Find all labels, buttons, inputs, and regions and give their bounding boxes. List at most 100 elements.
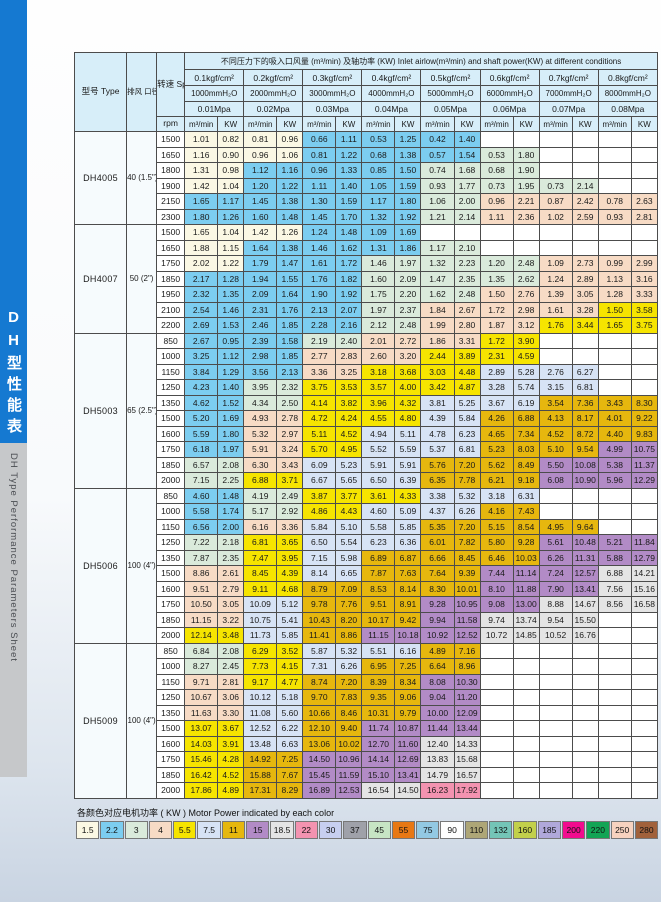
shaft-power-cell: 3.53 [335, 379, 363, 396]
shaft-power-cell: 1.06 [276, 146, 304, 163]
empty-cell [512, 673, 540, 690]
airflow-cell: 11.73 [243, 627, 278, 644]
empty-cell [630, 131, 659, 148]
airflow-cell: 16.54 [361, 782, 396, 799]
airflow-cell: 1.65 [597, 317, 632, 334]
shaft-power-cell: 2.81 [217, 673, 245, 690]
shaft-power-cell: 1.29 [217, 363, 245, 380]
airflow-cell: 1.65 [184, 193, 219, 210]
airflow-cell: 13.07 [184, 720, 219, 737]
empty-cell [512, 782, 540, 799]
shaft-power-cell: 0.96 [276, 131, 304, 148]
shaft-power-cell: 2.48 [512, 255, 540, 272]
rpm-cell: 2200 [156, 317, 186, 334]
airflow-cell: 0.78 [597, 193, 632, 210]
shaft-power-cell: 1.52 [217, 394, 245, 411]
airflow-cell: 0.96 [479, 193, 514, 210]
airflow-cell: 14.50 [302, 751, 337, 768]
shaft-power-cell: 2.14 [453, 208, 481, 225]
shaft-power-cell: 5.74 [512, 379, 540, 396]
pressure-kgf-header-2: 0.3kgf/cm² [302, 69, 363, 86]
airflow-cell: 2.60 [361, 348, 396, 365]
empty-cell [571, 751, 599, 768]
empty-cell [479, 239, 514, 256]
rpm-cell: 1850 [156, 270, 186, 287]
airflow-cell: 5.17 [243, 503, 278, 520]
speed-column-header: 转速 Speed [156, 52, 186, 117]
airflow-cell: 4.16 [479, 503, 514, 520]
airflow-cell: 13.06 [302, 735, 337, 752]
airflow-cell: 5.61 [538, 534, 573, 551]
airflow-cell: 10.09 [243, 596, 278, 613]
airflow-cell: 5.91 [361, 456, 396, 473]
airflow-cell: 10.43 [302, 611, 337, 628]
shaft-power-cell: 1.69 [394, 224, 422, 241]
airflow-cell: 1.42 [184, 177, 219, 194]
empty-cell [538, 162, 573, 179]
shaft-power-cell: 1.69 [217, 410, 245, 427]
shaft-power-cell: 13.41 [571, 580, 599, 597]
empty-cell [630, 642, 659, 659]
shaft-power-cell: 3.20 [394, 348, 422, 365]
airflow-cell: 6.57 [184, 456, 219, 473]
shaft-power-cell: 3.89 [453, 348, 481, 365]
shaft-power-cell: 3.24 [276, 441, 304, 458]
airflow-cell: 4.34 [243, 394, 278, 411]
shaft-power-cell: 2.42 [571, 193, 599, 210]
legend-swatch-15kw: 15 [246, 821, 270, 839]
rpm-cell: 1750 [156, 751, 186, 768]
airflow-cell: 10.00 [420, 704, 455, 721]
airflow-cell: 5.80 [479, 534, 514, 551]
empty-cell [538, 131, 573, 148]
rpm-cell: 1250 [156, 379, 186, 396]
airflow-cell: 2.02 [184, 255, 219, 272]
airflow-cell: 5.11 [302, 425, 337, 442]
shaft-power-cell: 6.16 [394, 642, 422, 659]
shaft-power-cell: 7.34 [512, 425, 540, 442]
pressure-mmh2o-header-7: 8000mmH₂O [597, 85, 659, 102]
airflow-cell: 1.84 [420, 301, 455, 318]
shaft-power-cell: 2.45 [217, 658, 245, 675]
airflow-cell: 5.87 [302, 642, 337, 659]
shaft-power-cell: 2.21 [512, 193, 540, 210]
legend-swatch-4kw: 4 [148, 821, 173, 839]
airflow-cell: 10.52 [538, 627, 573, 644]
rpm-cell: 1850 [156, 766, 186, 783]
airflow-cell: 6.23 [361, 534, 396, 551]
shaft-power-cell: 10.30 [453, 673, 481, 690]
airflow-cell: 3.87 [302, 487, 337, 504]
airflow-cell: 11.74 [361, 720, 396, 737]
empty-cell [479, 735, 514, 752]
shaft-power-cell: 10.03 [512, 549, 540, 566]
shaft-power-cell: 2.08 [217, 456, 245, 473]
airflow-cell: 8.45 [243, 565, 278, 582]
empty-cell [420, 224, 455, 241]
legend-swatch-185kw: 185 [537, 821, 561, 839]
shaft-power-cell: 3.30 [217, 704, 245, 721]
shaft-power-cell: 8.20 [335, 611, 363, 628]
airflow-cell: 1.13 [597, 270, 632, 287]
airflow-cell: 4.40 [597, 425, 632, 442]
shaft-power-cell: 1.22 [217, 255, 245, 272]
rpm-cell: 1150 [156, 673, 186, 690]
shaft-power-cell: 8.96 [453, 658, 481, 675]
pressure-mmh2o-header-6: 7000mmH₂O [538, 85, 599, 102]
airflow-cell: 1.30 [302, 193, 337, 210]
airflow-cell: 10.66 [302, 704, 337, 721]
airflow-cell: 6.16 [243, 518, 278, 535]
shaft-power-cell: 1.68 [453, 162, 481, 179]
empty-cell [597, 131, 632, 148]
shaft-power-cell: 8.03 [512, 441, 540, 458]
airflow-cell: 6.64 [420, 658, 455, 675]
rpm-cell: 1850 [156, 456, 186, 473]
shaft-power-cell: 11.58 [453, 611, 481, 628]
airflow-cell: 8.56 [597, 596, 632, 613]
legend-swatch-45kw: 45 [367, 821, 391, 839]
shaft-power-cell: 2.59 [571, 208, 599, 225]
shaft-power-cell: 3.68 [394, 363, 422, 380]
power-unit-header-6: KW [571, 116, 599, 132]
shaft-power-cell: 3.28 [571, 301, 599, 318]
airflow-cell: 3.18 [479, 487, 514, 504]
shaft-power-cell: 4.89 [217, 782, 245, 799]
